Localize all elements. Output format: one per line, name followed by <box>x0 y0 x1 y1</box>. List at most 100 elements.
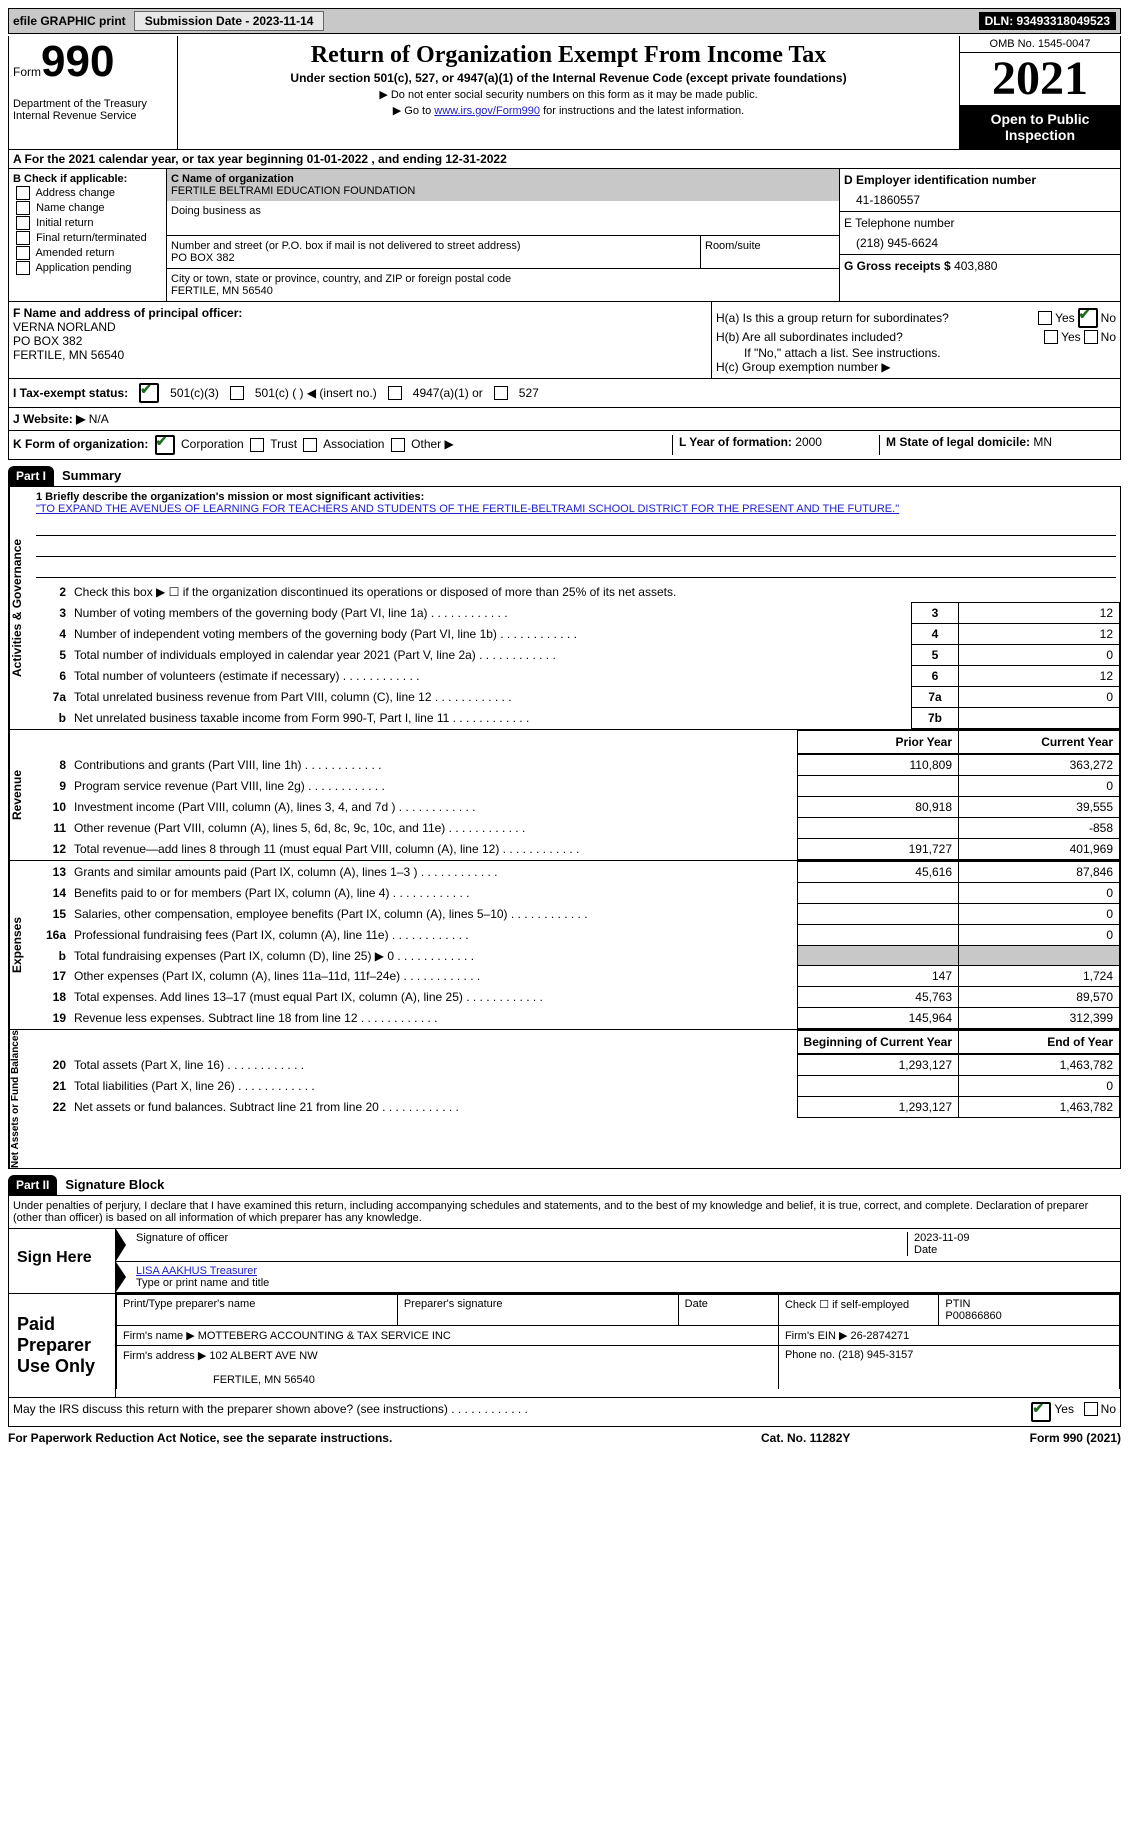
line-num: 8 <box>32 755 70 776</box>
line-current: 1,463,782 <box>959 1097 1120 1118</box>
irs-link[interactable]: www.irs.gov/Form990 <box>434 105 540 117</box>
line-desc: Total expenses. Add lines 13–17 (must eq… <box>70 987 798 1008</box>
line-prior: 80,918 <box>798 797 959 818</box>
discuss-no[interactable] <box>1084 1402 1098 1416</box>
chk-corporation[interactable] <box>155 435 175 455</box>
line-prior: 191,727 <box>798 839 959 860</box>
omb-number: OMB No. 1545-0047 <box>960 36 1120 53</box>
line-num: 3 <box>32 603 70 624</box>
street-value: PO BOX 382 <box>171 252 696 264</box>
boy-header: Beginning of Current Year <box>798 1031 959 1054</box>
chk-other[interactable] <box>391 438 405 452</box>
section-h-group: H(a) Is this a group return for subordin… <box>712 302 1120 378</box>
line-box: 3 <box>912 603 959 624</box>
goto-line: ▶ Go to www.irs.gov/Form990 for instruct… <box>182 104 955 117</box>
chk-4947[interactable] <box>388 386 402 400</box>
line-current: 0 <box>959 1076 1120 1097</box>
line-desc: Program service revenue (Part VIII, line… <box>70 776 798 797</box>
open-inspection: Open to Public Inspection <box>960 105 1120 149</box>
l-label: L Year of formation: <box>679 435 792 449</box>
chk-501c3[interactable] <box>139 383 159 403</box>
prep-self-employed[interactable]: Check ☐ if self-employed <box>778 1295 938 1326</box>
hb-yes[interactable] <box>1044 330 1058 344</box>
hc-label: H(c) Group exemption number ▶ <box>716 360 1116 374</box>
phone-label: E Telephone number <box>844 216 1116 230</box>
submission-date-btn[interactable]: Submission Date - 2023-11-14 <box>134 11 325 31</box>
chk-address-change[interactable]: Address change <box>13 186 162 200</box>
line-prior <box>798 925 959 946</box>
hb-no[interactable] <box>1084 330 1098 344</box>
signer-name: LISA AAKHUS Treasurer <box>136 1265 257 1277</box>
efile-label[interactable]: efile GRAPHIC print <box>13 14 126 28</box>
ein-label: D Employer identification number <box>844 173 1116 187</box>
line-num: 14 <box>32 883 70 904</box>
chk-initial-return[interactable]: Initial return <box>13 216 162 230</box>
city-value: FERTILE, MN 56540 <box>171 285 835 297</box>
line-desc: Total number of volunteers (estimate if … <box>70 666 912 687</box>
line-num: 7a <box>32 687 70 708</box>
line-num: 20 <box>32 1055 70 1076</box>
line-current: 0 <box>959 776 1120 797</box>
line-box: 7b <box>912 708 959 729</box>
line-desc: Total liabilities (Part X, line 26) <box>70 1076 798 1097</box>
row-k-org-form: K Form of organization: Corporation Trus… <box>8 431 1121 460</box>
line-num: 11 <box>32 818 70 839</box>
discuss-row: May the IRS discuss this return with the… <box>8 1398 1121 1427</box>
chk-application-pending[interactable]: Application pending <box>13 261 162 275</box>
prep-date-header: Date <box>678 1295 778 1326</box>
line-desc: Total assets (Part X, line 16) <box>70 1055 798 1076</box>
form-990-number: 990 <box>41 37 114 86</box>
line-desc: Net assets or fund balances. Subtract li… <box>70 1097 798 1118</box>
b-label: B Check if applicable: <box>13 173 127 185</box>
line-current: 363,272 <box>959 755 1120 776</box>
top-toolbar: efile GRAPHIC print Submission Date - 20… <box>8 8 1121 34</box>
line-current <box>959 946 1120 966</box>
line-prior: 145,964 <box>798 1008 959 1029</box>
line-current: -858 <box>959 818 1120 839</box>
line-val: 12 <box>959 603 1120 624</box>
line-box: 7a <box>912 687 959 708</box>
line-desc: Number of voting members of the governin… <box>70 603 912 624</box>
website-value: N/A <box>89 412 109 426</box>
firm-addr-label: Firm's address ▶ <box>123 1350 206 1362</box>
chk-final-return[interactable]: Final return/terminated <box>13 231 162 245</box>
line-prior <box>798 904 959 925</box>
line-desc: Total unrelated business revenue from Pa… <box>70 687 912 708</box>
line-current: 0 <box>959 883 1120 904</box>
side-expenses: Expenses <box>9 861 32 1029</box>
form-word: Form <box>13 65 41 79</box>
dln-label: DLN: 93493318049523 <box>979 12 1116 30</box>
line-prior <box>798 883 959 904</box>
ha-yes[interactable] <box>1038 311 1052 325</box>
line-val: 0 <box>959 687 1120 708</box>
city-label: City or town, state or province, country… <box>171 273 835 285</box>
chk-association[interactable] <box>303 438 317 452</box>
ptin-label: PTIN <box>945 1298 970 1310</box>
chk-name-change[interactable]: Name change <box>13 201 162 215</box>
line-desc: Contributions and grants (Part VIII, lin… <box>70 755 798 776</box>
ha-no[interactable] <box>1078 308 1098 328</box>
ein-value: 41-1860557 <box>844 187 1116 207</box>
line-current: 87,846 <box>959 862 1120 883</box>
line-prior: 1,293,127 <box>798 1097 959 1118</box>
chk-527[interactable] <box>494 386 508 400</box>
chk-trust[interactable] <box>250 438 264 452</box>
line-current: 1,463,782 <box>959 1055 1120 1076</box>
discuss-yes[interactable] <box>1031 1402 1051 1422</box>
phone-value: (218) 945-6624 <box>844 230 1116 250</box>
line-prior: 147 <box>798 966 959 987</box>
section-b-checkboxes: B Check if applicable: Address change Na… <box>9 169 167 301</box>
j-label: J Website: ▶ <box>13 412 85 426</box>
chk-amended[interactable]: Amended return <box>13 246 162 260</box>
officer-city: FERTILE, MN 56540 <box>13 348 707 362</box>
line-num: 6 <box>32 666 70 687</box>
line-current: 0 <box>959 925 1120 946</box>
form-title: Return of Organization Exempt From Incom… <box>182 42 955 69</box>
chk-501c[interactable] <box>230 386 244 400</box>
section-f-officer: F Name and address of principal officer:… <box>9 302 712 378</box>
discuss-text: May the IRS discuss this return with the… <box>13 1402 448 1416</box>
firm-phone-label: Phone no. <box>785 1349 835 1361</box>
tax-year: 2021 <box>960 53 1120 105</box>
form-number-box: Form990 Department of the Treasury Inter… <box>8 36 178 150</box>
line-num: 9 <box>32 776 70 797</box>
